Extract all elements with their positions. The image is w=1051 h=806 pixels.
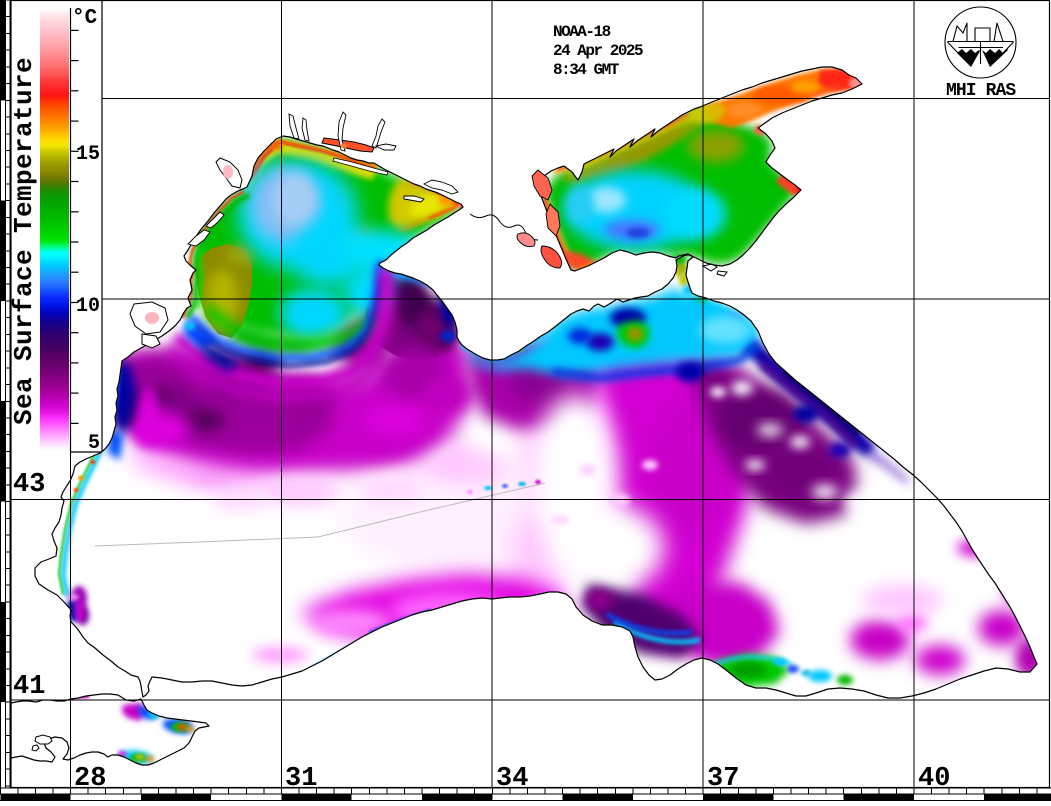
svg-text:24 Apr 2025: 24 Apr 2025 <box>553 42 643 60</box>
svg-text:8:34 GMT: 8:34 GMT <box>553 61 620 79</box>
svg-text:MHI RAS: MHI RAS <box>946 81 1016 101</box>
svg-text:5: 5 <box>88 432 100 455</box>
svg-text:NOAA-18: NOAA-18 <box>553 23 611 41</box>
svg-text:43: 43 <box>13 470 45 500</box>
svg-text:31: 31 <box>285 764 317 794</box>
svg-text:10: 10 <box>76 295 100 318</box>
svg-text:41: 41 <box>13 672 45 702</box>
svg-text:34: 34 <box>496 764 528 794</box>
svg-text:37: 37 <box>707 764 739 794</box>
svg-text:15: 15 <box>76 143 100 166</box>
svg-text:40: 40 <box>918 764 950 794</box>
svg-text:°C: °C <box>72 7 98 30</box>
svg-text:28: 28 <box>74 764 106 794</box>
svg-text:Sea Surface Temperature: Sea Surface Temperature <box>9 57 39 425</box>
